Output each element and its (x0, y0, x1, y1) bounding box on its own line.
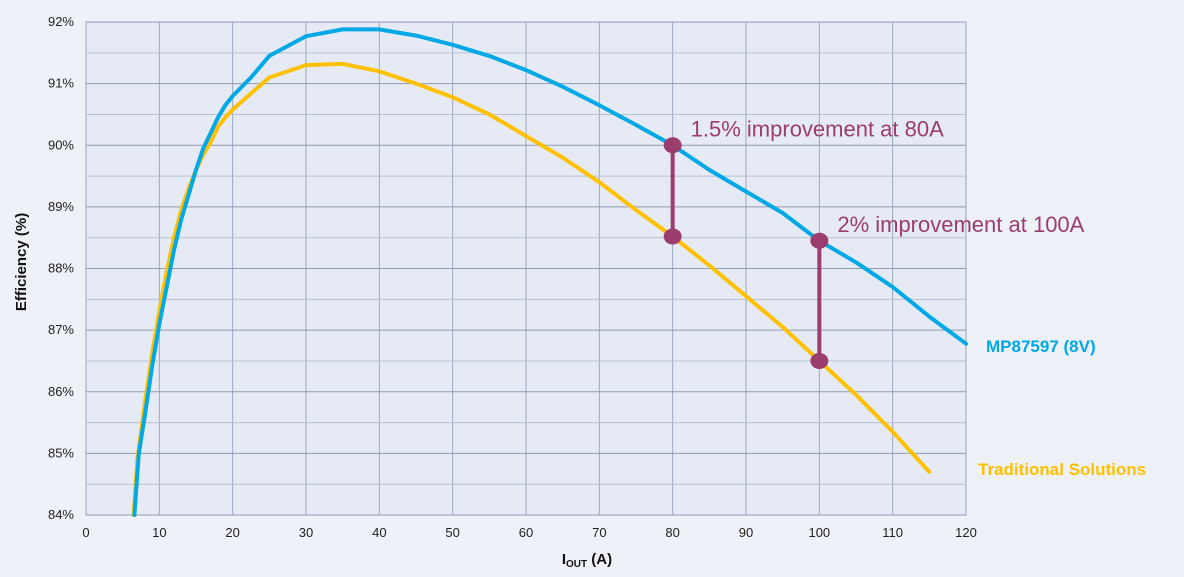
improvement-marker-bottom (810, 352, 829, 369)
x-tick-label: 60 (519, 525, 533, 540)
series-line (131, 61, 932, 517)
x-tick-label: 80 (665, 525, 679, 540)
improvement-marker-bottom (663, 228, 682, 245)
improvement-annotation: 1.5% improvement at 80A (691, 116, 944, 141)
improvement-marker-top (663, 137, 682, 154)
x-tick-label: 50 (445, 525, 459, 540)
series-labels: MP87597 (8V) Traditional Solutions (978, 337, 1146, 479)
x-axis-label: IOUT (A) (562, 551, 612, 570)
tick-labels: 0 10 20 30 40 50 60 70 80 90 100 110 120 84% 85% 86% 87%… (48, 14, 977, 540)
series-label: MP87597 (8V) (986, 337, 1096, 356)
x-tick-label: 120 (955, 525, 977, 540)
grid-lines (85, 21, 967, 516)
improvement-markers: 1.5% improvement at 80A 2% improvement at… (663, 116, 1085, 369)
x-tick-label: 0 (82, 525, 89, 540)
x-tick-label: 110 (882, 525, 903, 540)
x-tick-label: 40 (372, 525, 386, 540)
x-tick-label: 10 (152, 525, 166, 540)
series-label: Traditional Solutions (978, 460, 1146, 479)
x-axis-label-main: I (562, 551, 566, 568)
improvement-marker-top (810, 232, 829, 249)
improvement-annotation: 2% improvement at 100A (837, 212, 1084, 237)
y-tick-label: 87% (48, 322, 74, 337)
y-tick-label: 84% (48, 507, 74, 522)
y-tick-label: 92% (48, 14, 74, 29)
y-tick-label: 86% (48, 384, 74, 399)
x-tick-label: 100 (808, 525, 830, 540)
x-tick-label: 30 (299, 525, 313, 540)
y-axis-label: Efficiency (%) (13, 213, 30, 311)
y-tick-label: 89% (48, 199, 74, 214)
y-tick-label: 88% (48, 261, 74, 276)
x-axis-label-unit: (A) (587, 551, 612, 568)
y-tick-label: 90% (48, 137, 74, 152)
y-tick-label: 85% (48, 445, 74, 460)
series-lines (131, 27, 968, 517)
x-tick-label: 20 (225, 525, 239, 540)
y-tick-label: 91% (48, 76, 74, 91)
series-line (132, 27, 968, 517)
x-axis-label-subscript: OUT (566, 559, 587, 570)
x-tick-label: 90 (739, 525, 753, 540)
x-tick-label: 70 (592, 525, 606, 540)
